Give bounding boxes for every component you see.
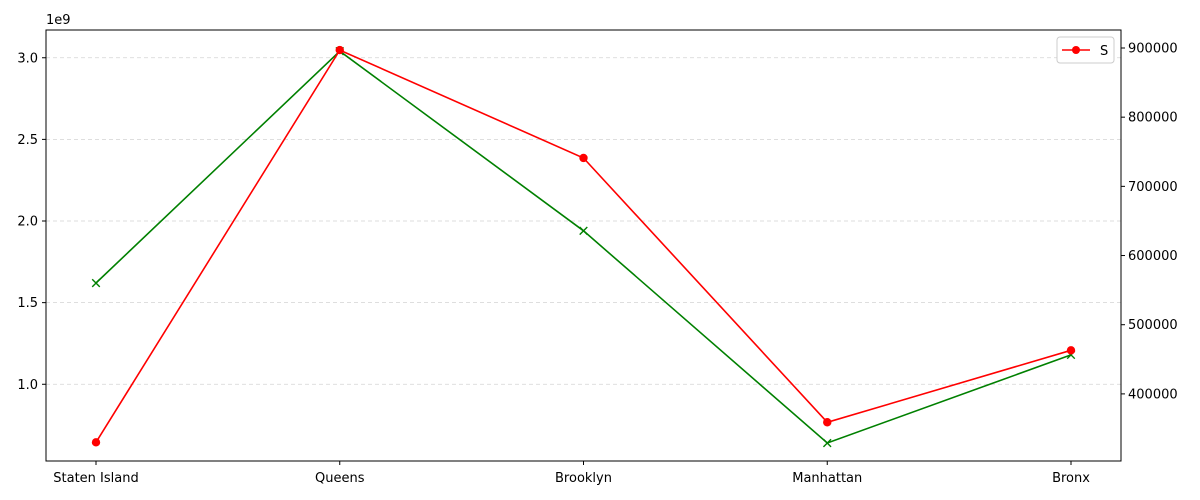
left-axis-tick-label: 2.5 bbox=[17, 133, 38, 148]
left-axis-tick-label: 3.0 bbox=[17, 51, 38, 66]
x-axis-tick-label: Manhattan bbox=[792, 471, 862, 486]
axes: 1.0 1.5 2.0 2.5 3.0 400000 500000 600000 700000 8… bbox=[17, 41, 1177, 486]
right-axis-tick-label: 700000 bbox=[1128, 180, 1178, 195]
legend-marker-s bbox=[1072, 46, 1080, 54]
data-point-marker bbox=[822, 438, 832, 448]
x-axis-tick-label: Brooklyn bbox=[555, 471, 612, 486]
left-axis-offset-label: 1e9 bbox=[46, 13, 71, 28]
marker-stroke bbox=[822, 438, 832, 448]
series-line-s bbox=[95, 49, 1072, 443]
left-axis-tick-label: 1.0 bbox=[17, 378, 38, 393]
grid-lines bbox=[46, 57, 1121, 385]
legend-label-s: S bbox=[1100, 44, 1108, 59]
data-point-marker bbox=[1066, 346, 1076, 355]
right-axis-tick-label: 500000 bbox=[1128, 318, 1178, 333]
x-axis-tick-label: Staten Island bbox=[53, 471, 138, 486]
data-point-marker bbox=[579, 153, 588, 163]
marker-stroke bbox=[91, 278, 101, 288]
left-axis-tick-label: 2.0 bbox=[17, 215, 38, 230]
data-point-marker bbox=[91, 438, 101, 447]
marker-stroke bbox=[579, 226, 588, 236]
data-point-marker bbox=[91, 278, 101, 288]
legend: S bbox=[1056, 36, 1115, 64]
right-axis-tick-label: 900000 bbox=[1128, 41, 1178, 56]
data-point-marker bbox=[335, 45, 344, 55]
right-axis-tick-label: 600000 bbox=[1128, 249, 1178, 264]
series-layer bbox=[91, 45, 1076, 448]
data-point-marker bbox=[579, 226, 588, 236]
right-axis-tick-label: 400000 bbox=[1128, 387, 1178, 402]
x-axis-tick-label: Bronx bbox=[1052, 471, 1090, 486]
left-axis-tick-label: 1.5 bbox=[17, 296, 38, 311]
right-axis-tick-label: 800000 bbox=[1128, 111, 1178, 126]
x-axis-tick-label: Queens bbox=[315, 471, 365, 486]
data-point-marker bbox=[823, 418, 832, 427]
plot-frame bbox=[45, 29, 1122, 462]
